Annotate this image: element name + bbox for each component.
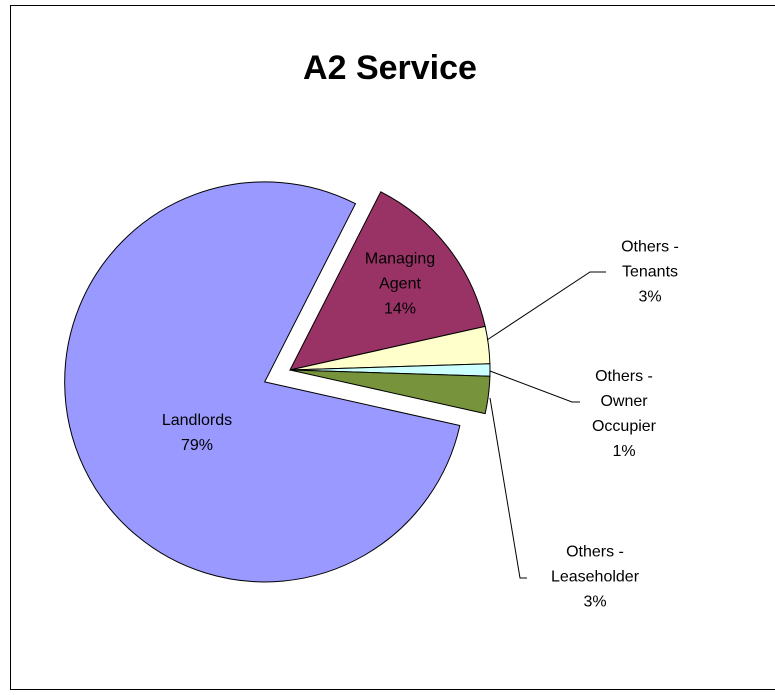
value-label: 3% [638, 288, 662, 306]
value-label: 1% [612, 443, 636, 460]
data-label: Others - Owner Occupier 1% [576, 364, 672, 464]
pie [64, 181, 491, 583]
data-label: Others - Leaseholder 3% [547, 540, 643, 615]
leader-line [489, 370, 580, 403]
leader-line [489, 397, 527, 579]
pie-slice [289, 369, 491, 415]
value-label: 3% [583, 593, 607, 611]
leader-line [486, 271, 606, 341]
category-label: Others - Owner Occupier [591, 368, 657, 435]
value-label: 79% [180, 437, 214, 454]
value-label: 14% [383, 300, 417, 318]
category-label: Landlords [161, 412, 233, 429]
category-label: Others - Tenants [621, 238, 679, 281]
data-label: Others - Tenants 3% [602, 235, 698, 310]
category-label: Others - Leaseholder [550, 543, 640, 586]
category-label: Managing Agent [364, 250, 436, 293]
pie-slice [64, 181, 461, 583]
pie-slice [289, 191, 486, 371]
data-label: Landlords 79% [149, 408, 245, 458]
chart-title: A2 Service [303, 49, 477, 87]
data-label: Managing Agent 14% [352, 247, 448, 322]
